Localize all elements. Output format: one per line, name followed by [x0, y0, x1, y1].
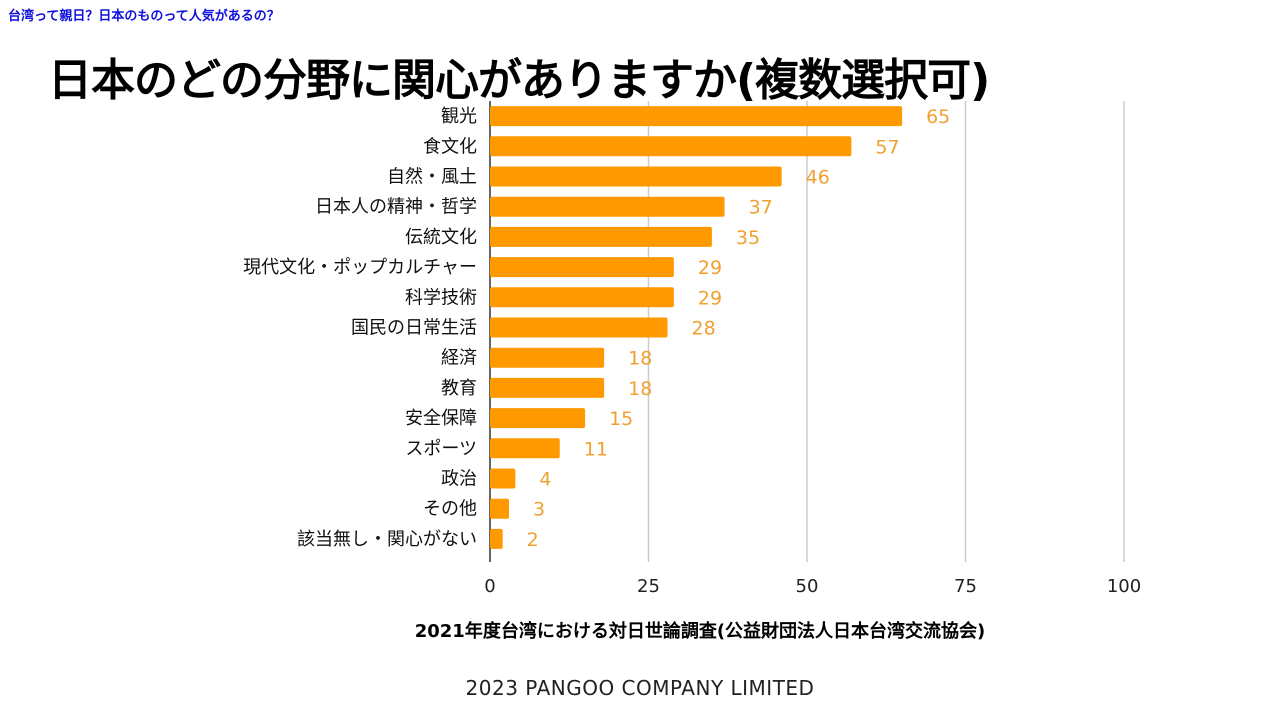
x-tick-label: 50 [796, 576, 819, 597]
category-label: 教育 [441, 378, 477, 399]
data-label: 35 [736, 227, 760, 249]
category-label: 伝統文化 [405, 227, 477, 248]
bar [490, 257, 674, 278]
data-label: 29 [698, 257, 722, 279]
category-label: 経済 [441, 348, 477, 369]
data-label: 18 [628, 348, 652, 370]
bar [490, 377, 605, 398]
category-label: 該当無し・関心がない [297, 529, 477, 550]
data-label: 15 [609, 408, 633, 430]
x-axis-ticks: 0 25 50 75 100 [484, 576, 1141, 597]
x-tick-label: 25 [637, 576, 660, 597]
data-label: 28 [692, 318, 716, 340]
bar [490, 287, 674, 308]
category-label: 自然・風土 [387, 167, 477, 188]
bar [490, 317, 668, 338]
bars [490, 106, 903, 549]
category-label: 国民の日常生活 [351, 318, 477, 339]
data-label: 11 [584, 438, 608, 460]
category-label: 政治 [441, 469, 477, 490]
category-label: 安全保障 [405, 408, 477, 429]
bar [490, 136, 852, 157]
data-label: 3 [533, 499, 545, 521]
data-label: 2 [527, 529, 539, 551]
bar [490, 468, 516, 489]
bar [490, 498, 510, 519]
source-caption: 2021年度台湾における対日世論調査(公益財団法人日本台湾交流協会) [414, 621, 986, 642]
x-tick-label: 0 [484, 576, 495, 597]
bar [490, 438, 560, 459]
category-label: 科学技術 [405, 287, 477, 308]
category-labels: 観光食文化自然・風土日本人の精神・哲学伝統文化現代文化・ポップカルチャー科学技術… [243, 106, 477, 550]
category-label: 食文化 [423, 136, 477, 157]
data-label: 46 [806, 167, 830, 189]
bar [490, 528, 503, 549]
data-label: 29 [698, 287, 722, 309]
bar [490, 196, 725, 217]
bar [490, 226, 712, 247]
category-label: スポーツ [405, 438, 477, 459]
data-label: 4 [539, 469, 551, 491]
bar [490, 347, 605, 368]
bar [490, 166, 782, 187]
x-tick-label: 100 [1107, 576, 1141, 597]
x-tick-label: 75 [954, 576, 977, 597]
data-label: 57 [875, 136, 899, 158]
category-label: 観光 [441, 106, 477, 127]
breadcrumb: 台湾って親日？日本のものって人気があるの？ [8, 9, 280, 24]
bar [490, 408, 586, 429]
category-label: その他 [423, 499, 477, 520]
data-label: 37 [749, 197, 773, 219]
page-title: 日本のどの分野に関心がありますか(複数選択可) [48, 55, 990, 106]
data-label: 18 [628, 378, 652, 400]
footer-copyright: 2023 PANGOO COMPANY LIMITED [465, 676, 815, 700]
category-label: 現代文化・ポップカルチャー [243, 257, 477, 278]
category-label: 日本人の精神・哲学 [315, 197, 477, 218]
bar [490, 106, 903, 127]
data-label: 65 [926, 106, 950, 128]
